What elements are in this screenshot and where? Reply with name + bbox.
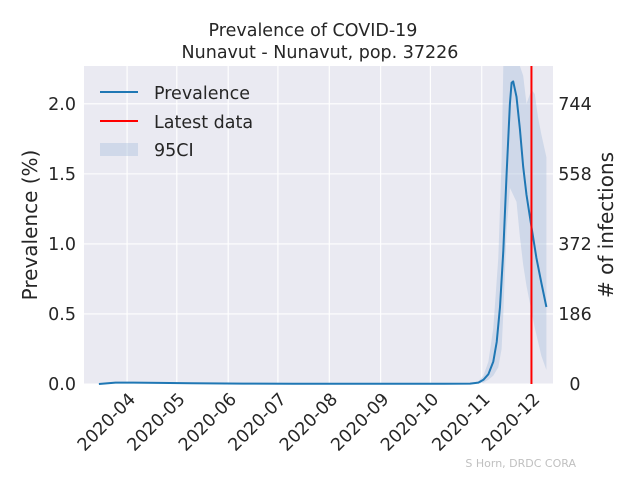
legend-latest-label: Latest data	[154, 113, 253, 133]
y-tick-label: 0.0	[48, 375, 76, 395]
legend-prevalence-label: Prevalence	[154, 84, 250, 104]
line-layer	[98, 80, 548, 385]
grid-layer	[84, 66, 553, 385]
legend-ci-label: 95CI	[154, 141, 194, 161]
credit-text: S Horn, DRDC CORA	[465, 457, 576, 470]
y-axis-label: Prevalence (%)	[18, 150, 42, 301]
y-tick-label: 1.5	[48, 165, 76, 185]
ci-band	[470, 66, 547, 384]
plot-area	[84, 66, 553, 384]
y-axis-right-label: # of infections	[594, 152, 618, 298]
prevalence-line	[98, 80, 548, 385]
y-right-tick-label: 0	[569, 375, 580, 395]
ci-layer	[470, 66, 547, 384]
legend: Prevalence Latest data 95CI	[100, 84, 253, 161]
y-tick-label: 2.0	[48, 95, 76, 115]
y-tick-label: 1.0	[48, 235, 76, 255]
y-tick-label: 0.5	[48, 305, 76, 325]
y-right-tick-label: 558	[558, 165, 591, 185]
y-right-tick-label: 186	[558, 305, 591, 325]
y-right-tick-label: 744	[558, 95, 591, 115]
y-right-tick-label: 372	[558, 235, 591, 255]
chart-subtitle: Nunavut - Nunavut, pop. 37226	[182, 43, 459, 63]
legend-ci-swatch	[100, 143, 138, 156]
chart-title: Prevalence of COVID-19	[209, 21, 418, 41]
